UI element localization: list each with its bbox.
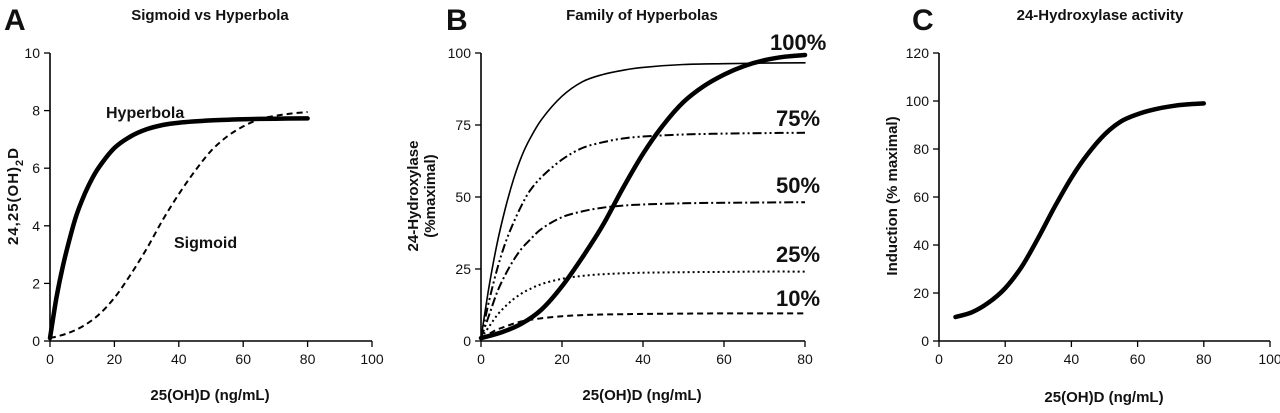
panel-b-series-75-percent-line <box>480 131 806 339</box>
panel-a-y-tick-label: 10 <box>24 45 40 61</box>
annotation-sigmoid: Sigmoid <box>174 235 237 252</box>
panel-c-y-tick-label: 100 <box>906 93 930 109</box>
panel-b-y-axis-label: 24-Hydroxylase (%maximal) <box>405 141 439 252</box>
panel-a-axes: 0 20 40 60 80 100 0 2 4 6 8 10 <box>24 45 383 367</box>
panel-b: B Family of Hyperbolas 24-Hydroxylase (%… <box>405 4 826 404</box>
panel-c-y-tick-label: 0 <box>921 333 929 349</box>
panel-a-y-tick-label: 8 <box>32 103 40 119</box>
panel-a-x-tick-label: 80 <box>300 351 316 367</box>
panel-c: C 24-Hydroxylase activity Induction (% m… <box>884 4 1280 406</box>
panel-c-y-tick-label: 80 <box>913 141 929 157</box>
panel-c-y-tick-label: 60 <box>913 189 929 205</box>
panel-a-x-tick-label: 0 <box>46 351 54 367</box>
panel-b-title: Family of Hyperbolas <box>566 7 718 24</box>
panel-a-title: Sigmoid vs Hyperbola <box>131 7 289 24</box>
svg-text:24,25(OH)2D: 24,25(OH)2D <box>5 147 26 245</box>
panel-a-x-tick-label: 20 <box>107 351 123 367</box>
panel-c-y-tick-label: 20 <box>913 285 929 301</box>
panel-letter-a: A <box>4 4 26 37</box>
panel-b-x-tick-label: 60 <box>716 351 732 367</box>
panel-a-y-tick-label: 0 <box>32 333 40 349</box>
panel-a-y-tick-label: 4 <box>32 218 40 234</box>
annotation-10-percent: 10% <box>776 286 820 311</box>
panel-c-series-curve-line <box>953 101 1207 320</box>
panel-b-y-tick-label: 50 <box>455 189 471 205</box>
panel-b-series <box>478 52 808 341</box>
panel-a-y-tick-label: 2 <box>32 275 40 291</box>
panel-a-y-axis-label: 24,25(OH)2D <box>5 147 26 245</box>
panel-b-x-tick-label: 40 <box>635 351 651 367</box>
panel-a-ylabel-tail: D <box>5 147 22 159</box>
panel-b-x-tick-label: 20 <box>554 351 570 367</box>
panel-a-x-tick-label: 60 <box>235 351 251 367</box>
annotation-75-percent: 75% <box>776 106 820 131</box>
panel-c-y-tick-label: 40 <box>913 237 929 253</box>
panel-a: A Sigmoid vs Hyperbola 24,25(OH)2D 25(OH… <box>4 4 384 404</box>
panel-b-x-axis-label: 25(OH)D (ng/mL) <box>582 387 701 404</box>
annotation-25-percent: 25% <box>776 242 820 267</box>
panel-a-series-sigmoid-line <box>49 111 308 340</box>
panel-b-x-tick-label: 80 <box>797 351 813 367</box>
panel-a-x-tick-label: 40 <box>171 351 187 367</box>
panel-b-ylabel-line2: (%maximal) <box>422 154 439 237</box>
panel-letter-c: C <box>912 4 934 37</box>
panel-a-x-axis-label: 25(OH)D (ng/mL) <box>150 387 269 404</box>
panel-c-y-axis-label: Induction (% maximal) <box>884 116 901 275</box>
panel-a-series-hyperbola-line <box>47 116 310 341</box>
panel-c-y-tick-label: 120 <box>906 45 930 61</box>
panel-a-ylabel-main: 24,25(OH) <box>5 166 22 245</box>
panel-b-series-50-percent-line <box>480 201 806 339</box>
panel-b-ylabel-line1: 24-Hydroxylase <box>405 141 422 252</box>
panel-b-series-100-percent-line <box>480 62 806 339</box>
annotation-100-percent: 100% <box>770 30 826 55</box>
panel-c-x-axis-label: 25(OH)D (ng/mL) <box>1044 389 1163 406</box>
panel-b-axes: 0 20 40 60 80 0 25 50 75 100 <box>448 45 813 367</box>
panel-a-series <box>47 111 310 341</box>
panel-b-y-tick-label: 0 <box>463 333 471 349</box>
panel-c-series <box>953 101 1207 320</box>
panel-a-x-tick-label: 100 <box>360 351 384 367</box>
panel-c-title: 24-Hydroxylase activity <box>1017 7 1184 24</box>
panel-b-series-25-percent-line <box>480 270 806 339</box>
panel-b-series-sigmoid-line <box>478 52 808 341</box>
panel-a-y-tick-label: 6 <box>32 160 40 176</box>
panel-c-x-tick-label: 80 <box>1196 351 1212 367</box>
panel-c-x-tick-label: 60 <box>1130 351 1146 367</box>
panel-letter-b: B <box>446 4 468 37</box>
panel-c-x-tick-label: 0 <box>935 351 943 367</box>
panel-c-axes: 0 20 40 60 80 100 0 20 40 60 80 100 120 <box>906 45 1280 367</box>
panel-a-ylabel-sub: 2 <box>14 159 26 166</box>
panel-c-x-tick-label: 40 <box>1064 351 1080 367</box>
panel-c-ylabel: Induction (% maximal) <box>884 116 901 275</box>
panel-b-series-10-percent-line <box>480 312 805 339</box>
panel-c-x-tick-label: 20 <box>997 351 1013 367</box>
panel-b-x-tick-label: 0 <box>477 351 485 367</box>
panel-c-x-tick-label: 100 <box>1258 351 1280 367</box>
annotation-50-percent: 50% <box>776 173 820 198</box>
panel-b-y-tick-label: 100 <box>448 45 472 61</box>
panel-b-y-tick-label: 75 <box>455 117 471 133</box>
panel-b-y-tick-label: 25 <box>455 261 471 277</box>
annotation-hyperbola: Hyperbola <box>106 105 184 122</box>
